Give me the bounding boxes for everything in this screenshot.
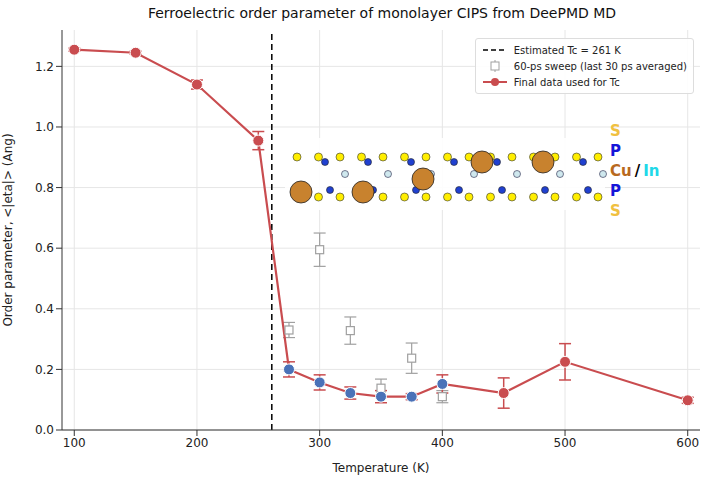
html-text:Ferroelectric order parameter: Ferroelectric order parameter of monolay… bbox=[147, 5, 617, 21]
svg-text:Order parameter, <|eta|> (Ang): Order parameter, <|eta|> (Ang) bbox=[1, 133, 15, 326]
svg-text:0.0: 0.0 bbox=[35, 423, 54, 437]
svg-text:300: 300 bbox=[308, 436, 331, 450]
svg-text:Temperature (K): Temperature (K) bbox=[331, 461, 429, 475]
svg-text:600: 600 bbox=[676, 436, 699, 450]
svg-text:1.2: 1.2 bbox=[35, 60, 54, 74]
svg-text:S: S bbox=[610, 202, 621, 220]
svg-text:0.4: 0.4 bbox=[35, 302, 54, 316]
svg-text:400: 400 bbox=[431, 436, 454, 450]
svg-text:Cu/In: Cu/In bbox=[610, 162, 659, 180]
svg-text:P: P bbox=[610, 182, 621, 200]
svg-text:S: S bbox=[610, 122, 621, 140]
svg-text:0.8: 0.8 bbox=[35, 181, 54, 195]
svg-text:0.2: 0.2 bbox=[35, 363, 54, 377]
html-text:60-ps sweep (last 30 ps averag: 60-ps sweep (last 30 ps averaged) bbox=[513, 60, 687, 72]
svg-text:500: 500 bbox=[554, 436, 577, 450]
svg-text:1.0: 1.0 bbox=[35, 120, 54, 134]
html-text:Final data used for Tc: Final data used for Tc bbox=[513, 76, 620, 88]
svg-text:200: 200 bbox=[186, 436, 209, 450]
html-text:Estimated Tc = 261 K: Estimated Tc = 261 K bbox=[513, 44, 621, 56]
svg-text:0.6: 0.6 bbox=[35, 241, 54, 255]
svg-text:P: P bbox=[610, 142, 621, 160]
svg-text:100: 100 bbox=[63, 436, 86, 450]
